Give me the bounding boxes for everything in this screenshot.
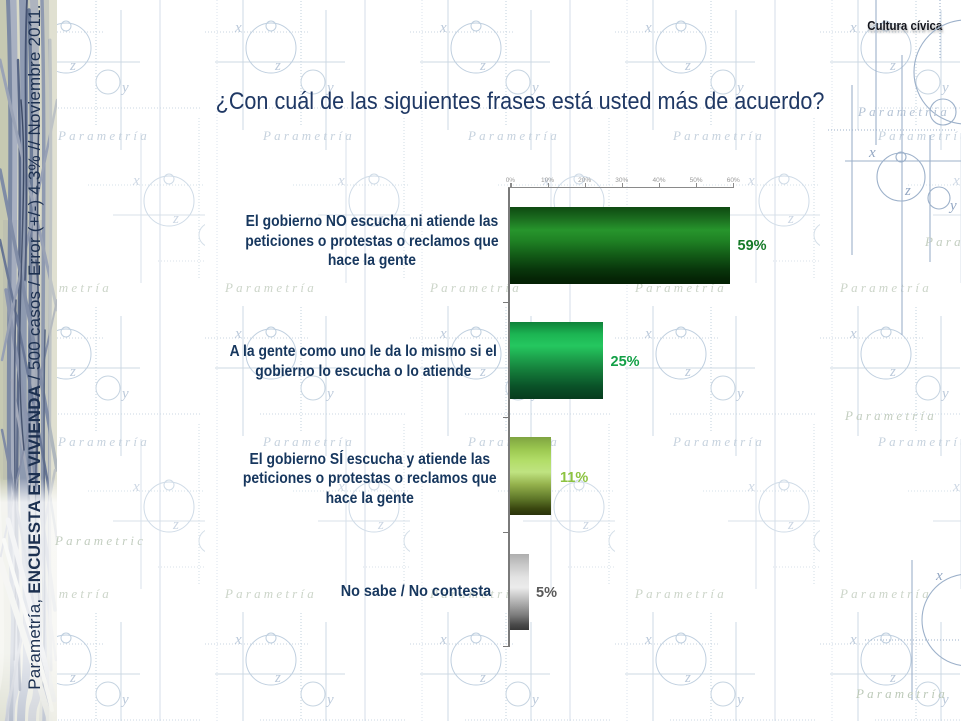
svg-text:Parametric: Parametric bbox=[54, 533, 146, 548]
svg-text:z: z bbox=[904, 183, 911, 199]
svg-text:y: y bbox=[948, 198, 957, 214]
svg-text:x: x bbox=[868, 145, 876, 161]
svg-text:Parametría: Parametría bbox=[844, 408, 937, 423]
svg-text:Parametría: Parametría bbox=[857, 104, 950, 119]
svg-text:Parametría: Parametría bbox=[855, 686, 948, 701]
svg-text:x: x bbox=[935, 568, 943, 584]
svg-text:Para: Para bbox=[924, 234, 961, 249]
